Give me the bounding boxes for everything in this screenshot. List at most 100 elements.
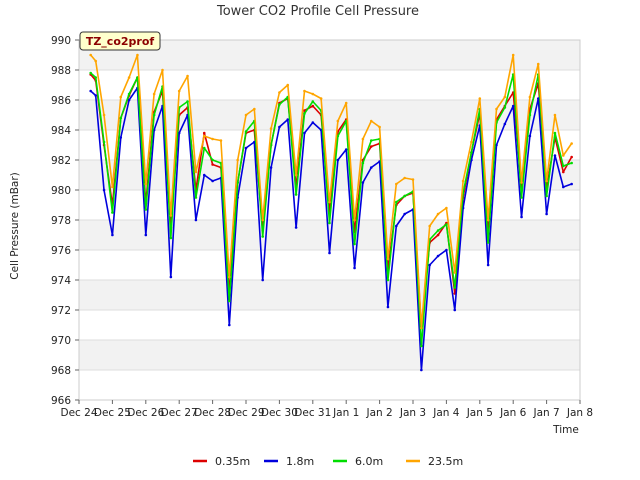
data-point	[470, 151, 473, 154]
data-point	[369, 145, 373, 148]
data-point	[228, 299, 231, 303]
data-point	[570, 155, 573, 159]
data-point	[244, 113, 248, 117]
y-tick-label: 982	[51, 155, 71, 167]
x-tick-label: Dec 31	[294, 407, 331, 419]
data-point	[369, 139, 373, 142]
data-point	[89, 71, 92, 75]
data-point	[378, 125, 381, 129]
data-point	[445, 223, 448, 226]
y-axis-label: Cell Pressure (mBar)	[9, 172, 21, 280]
data-point	[303, 131, 306, 135]
data-point	[470, 140, 473, 144]
data-point	[403, 176, 406, 180]
data-point	[411, 178, 415, 181]
data-point	[562, 164, 565, 168]
data-point	[361, 161, 365, 165]
data-point	[495, 107, 498, 111]
data-point	[253, 107, 256, 111]
data-point	[294, 193, 298, 196]
data-point	[328, 251, 331, 255]
data-point	[511, 104, 515, 108]
data-point	[436, 254, 440, 258]
y-tick-label: 988	[51, 65, 71, 77]
data-point	[211, 179, 214, 183]
data-point	[436, 212, 440, 216]
data-point	[386, 305, 390, 309]
data-point	[553, 113, 557, 117]
data-point	[436, 233, 440, 237]
data-point	[495, 143, 498, 147]
data-point	[286, 83, 290, 87]
x-tick-label: Jan 1	[332, 407, 359, 419]
data-point	[177, 89, 181, 93]
x-tick-label: Dec 29	[227, 407, 264, 419]
data-point	[278, 125, 281, 129]
data-point	[386, 278, 390, 282]
data-point	[152, 113, 156, 117]
y-tick-label: 990	[51, 35, 71, 47]
data-point	[94, 94, 97, 97]
data-point	[186, 100, 189, 103]
data-point	[570, 182, 573, 186]
data-point	[202, 146, 206, 150]
data-point	[395, 200, 398, 204]
data-point	[420, 344, 423, 348]
data-point	[520, 196, 523, 199]
y-tick-label: 966	[51, 395, 71, 407]
grid-band	[79, 280, 580, 310]
legend-label: 23.5m	[428, 455, 463, 468]
data-point	[211, 158, 214, 162]
data-point	[269, 127, 273, 130]
site-tag-label: TZ_co2prof	[86, 35, 155, 48]
plot-area: 966 968 970 972 974 976 978 980 982 984 986 988 990 D…	[51, 35, 593, 419]
data-point	[445, 248, 448, 252]
data-point	[353, 242, 356, 246]
data-point	[386, 257, 390, 261]
data-point	[520, 181, 523, 184]
data-point	[111, 211, 114, 214]
data-point	[119, 95, 123, 99]
data-point	[244, 146, 248, 150]
data-point	[453, 271, 457, 274]
legend-label: 1.8m	[286, 455, 314, 468]
x-tick-label: Jan 7	[532, 407, 559, 419]
data-point	[278, 103, 281, 106]
grid-band	[79, 160, 580, 190]
x-tick-label: Dec 27	[161, 407, 198, 419]
data-point	[169, 214, 173, 217]
data-point	[111, 233, 114, 237]
data-point	[102, 113, 106, 117]
data-point	[303, 109, 306, 112]
x-axis-label: Time	[552, 424, 579, 436]
data-point	[562, 154, 565, 157]
data-point	[286, 118, 290, 121]
x-tick-label: Jan 6	[499, 407, 527, 419]
y-tick-label: 978	[51, 215, 71, 227]
data-point	[194, 170, 198, 174]
x-tick-label: Jan 5	[466, 407, 493, 419]
y-tick-label: 980	[51, 185, 71, 197]
data-point	[311, 121, 315, 124]
data-point	[328, 221, 331, 225]
data-point	[202, 131, 206, 135]
grid-band	[79, 40, 580, 70]
data-point	[545, 212, 548, 216]
data-point	[553, 154, 557, 157]
data-point	[503, 95, 507, 99]
data-point	[236, 181, 239, 184]
data-point	[94, 76, 97, 79]
data-point	[127, 98, 131, 102]
y-tick-label: 972	[51, 305, 71, 317]
data-point	[336, 119, 340, 123]
data-point	[311, 92, 315, 96]
data-point	[361, 137, 365, 141]
data-point	[219, 139, 223, 142]
x-tick-label: Jan 4	[432, 407, 460, 419]
data-point	[111, 185, 114, 189]
data-point	[428, 224, 432, 228]
data-point	[553, 131, 557, 135]
x-tick-label: Jan 3	[399, 407, 426, 419]
data-point	[303, 112, 306, 115]
